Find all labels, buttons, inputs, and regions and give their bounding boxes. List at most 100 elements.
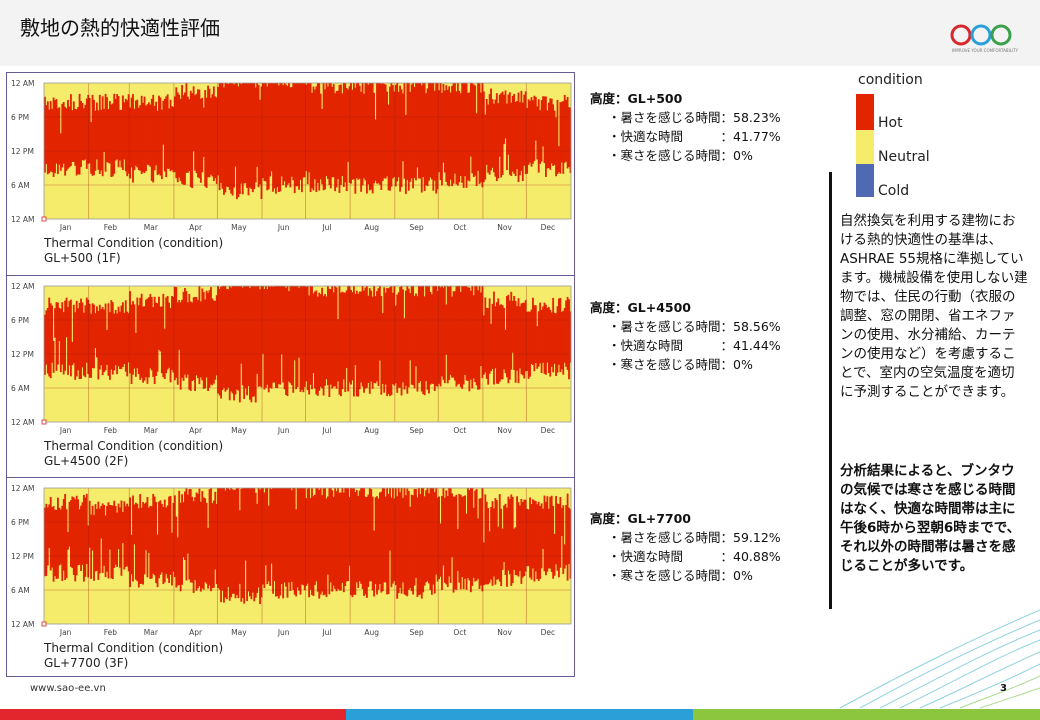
heatmap-cell — [325, 296, 328, 380]
heatmap-cell — [231, 83, 234, 196]
heatmap-cell — [186, 96, 189, 173]
heatmap-cell — [283, 83, 286, 182]
heatmap-cell — [316, 83, 319, 183]
heatmap-cell — [428, 286, 430, 394]
heatmap-cell — [251, 286, 254, 397]
heatmap-cell — [276, 488, 279, 597]
divider-line — [829, 172, 832, 609]
heatmap-cell — [117, 306, 120, 367]
heatmap-cell — [370, 83, 373, 190]
heatmap-cell — [87, 525, 90, 578]
plot-frame — [43, 82, 572, 220]
heatmap-cell — [416, 83, 419, 168]
x-tick-label: Oct — [453, 426, 466, 435]
heatmap-cell — [127, 506, 130, 572]
heatmap-cell — [45, 105, 48, 165]
heatmap-cell — [309, 83, 312, 193]
heatmap-cell — [566, 96, 569, 169]
heatmap-cell — [533, 500, 536, 582]
heatmap-cell — [490, 323, 492, 372]
heatmap-cell — [114, 99, 117, 161]
heatmap-cell — [133, 504, 136, 545]
heatmap-cell — [46, 101, 49, 175]
heatmap-cell — [65, 108, 68, 171]
stats-hot: ・暑さを感じる時間：58.56% — [608, 319, 781, 334]
heatmap-cell — [169, 308, 172, 383]
footer-bar-blue — [346, 709, 693, 720]
heatmap-cell — [236, 83, 238, 200]
heatmap-cell — [487, 104, 490, 173]
heatmap-cell — [324, 488, 326, 595]
heatmap-cell — [430, 294, 433, 384]
heatmap-cell — [82, 108, 85, 161]
footer-url[interactable]: www.sao-ee.vn — [30, 683, 106, 694]
heatmap-cell — [143, 96, 146, 173]
heatmap-cell — [383, 83, 386, 179]
heatmap-cell — [413, 489, 416, 586]
heatmap-cell — [292, 286, 295, 393]
heatmap-cell — [540, 503, 543, 569]
heatmap-cell — [263, 288, 266, 390]
heatmap-cell — [455, 286, 458, 387]
heatmap-cell — [87, 299, 90, 375]
x-tick-label: Jun — [277, 223, 290, 232]
heatmap-cell — [442, 488, 445, 566]
heatmap-cell — [264, 83, 267, 182]
heatmap-cell — [568, 107, 570, 168]
heatmap-cell — [500, 304, 503, 380]
x-tick-label: Jun — [277, 426, 290, 435]
heatmap-cell — [345, 488, 348, 582]
heatmap-cell — [283, 488, 286, 583]
heatmap-cell — [249, 488, 251, 597]
heatmap-cell — [275, 83, 277, 194]
heatmap-cell — [143, 503, 146, 575]
heatmap-cell — [326, 86, 329, 179]
heatmap-cell — [352, 83, 355, 180]
heatmap-cell — [168, 496, 171, 583]
heatmap-cell — [394, 305, 397, 384]
heatmap-cell — [520, 498, 523, 584]
heatmap-cell — [303, 488, 306, 591]
heatmap-cell — [202, 497, 205, 590]
heatmap-cell — [69, 500, 72, 567]
heatmap-cell — [480, 498, 482, 586]
heatmap-cell — [506, 103, 508, 170]
heatmap-cell — [155, 502, 158, 584]
heatmap-cell — [402, 289, 404, 383]
heatmap-cell — [155, 302, 158, 376]
heatmap-cell — [293, 83, 296, 194]
heatmap-cell — [526, 311, 529, 371]
heatmap-cell — [474, 85, 477, 176]
heatmap-cell — [506, 507, 508, 587]
heatmap-cell — [365, 83, 368, 194]
heatmap-cell — [110, 104, 113, 178]
heatmap-cell — [181, 85, 183, 184]
heatmap-cell — [247, 488, 250, 592]
heatmap-cell — [368, 83, 371, 191]
heatmap-cell — [145, 502, 147, 551]
heatmap-cell — [358, 490, 361, 582]
heatmap-cell — [233, 490, 235, 594]
heatmap-cell — [319, 488, 322, 595]
heatmap-cell — [276, 83, 279, 188]
heatmap-cell — [370, 290, 373, 382]
heatmap-cell — [262, 488, 264, 585]
heatmap-cell — [114, 309, 117, 366]
heatmap-cell — [527, 509, 530, 567]
heatmap-cell — [452, 496, 455, 593]
heatmap-cell — [381, 83, 384, 181]
heatmap-cell — [454, 83, 456, 174]
heatmap-cell — [100, 309, 103, 366]
heatmap-cell — [378, 286, 381, 361]
heatmap-cell — [420, 286, 423, 392]
heatmap-cell — [318, 292, 321, 391]
heatmap-cell — [201, 288, 204, 381]
heatmap-cell — [120, 305, 123, 369]
heatmap-cell — [448, 86, 451, 187]
heatmap-cell — [562, 310, 565, 375]
heatmap-cell — [410, 494, 413, 592]
heatmap-cell — [273, 83, 276, 189]
heatmap-cell — [549, 98, 552, 170]
heatmap-cell — [124, 300, 127, 372]
heatmap-cell — [48, 504, 51, 548]
